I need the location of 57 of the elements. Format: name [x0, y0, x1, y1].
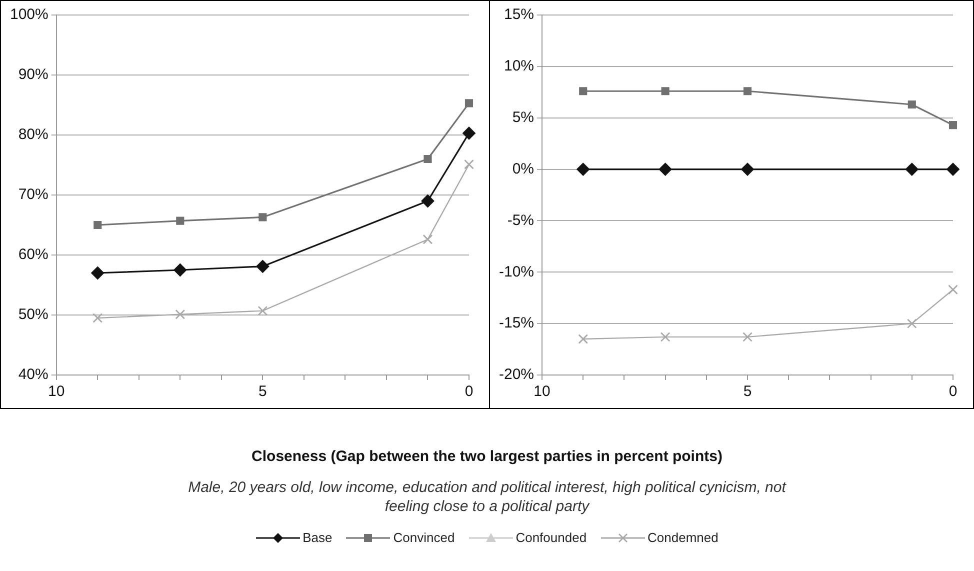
point [741, 162, 754, 176]
x-tick-label: 5 [743, 383, 752, 400]
point [174, 264, 187, 276]
y-tick-label: 15% [504, 6, 534, 24]
point [576, 162, 590, 176]
y-tick-label: 80% [18, 126, 48, 144]
x-axis-title: Closeness (Gap between the two largest parties in percent points) [250, 448, 724, 465]
point [661, 87, 670, 96]
point [948, 121, 958, 130]
y-tick-label: 70% [18, 186, 48, 204]
point [660, 332, 670, 342]
point [946, 162, 960, 176]
point [462, 126, 476, 140]
y-tick-label: 60% [18, 246, 48, 264]
legend-label: Condemned [648, 530, 718, 545]
legend-label: Convinced [393, 530, 455, 545]
legend-label: Confounded [516, 530, 587, 545]
y-tick-label: -20% [498, 366, 534, 384]
y-tick-label: -10% [498, 263, 534, 280]
point [948, 284, 958, 295]
point [579, 87, 588, 96]
point [176, 216, 184, 225]
point [742, 332, 752, 342]
point [905, 162, 918, 176]
y-tick-label: -15% [498, 314, 534, 332]
point [256, 260, 270, 273]
point [94, 220, 102, 230]
point [92, 313, 103, 323]
y-tick-label: 90% [18, 66, 48, 84]
x-tick-label: 0 [464, 383, 474, 400]
point [464, 159, 474, 170]
y-tick-label: 5% [512, 109, 534, 126]
y-tick-label: 10% [504, 58, 534, 75]
legend-label: Base [302, 530, 332, 545]
y-tick-label: 40% [18, 366, 48, 384]
point [464, 99, 474, 108]
point [258, 306, 268, 316]
point [906, 318, 917, 329]
point [258, 213, 267, 222]
text: Male, 20 years old, low income, education and political interest, high political cynicism, not feeling close to a political party [187, 478, 788, 516]
point [421, 194, 434, 208]
x-tick-label: 10 [534, 383, 550, 400]
x-tick-label: 0 [948, 383, 958, 400]
y-tick-label: 50% [18, 306, 48, 324]
point [743, 87, 752, 96]
point [908, 100, 916, 109]
y-tick-label: 0% [512, 160, 534, 178]
x-tick-label: 5 [258, 383, 267, 400]
y-tick-label: -5% [507, 212, 534, 229]
point [422, 234, 433, 244]
point [658, 162, 672, 176]
point [91, 266, 104, 280]
point [175, 309, 186, 320]
point [578, 334, 588, 344]
x-tick-label: 10 [48, 383, 65, 400]
y-tick-label: 100% [10, 6, 48, 24]
point [424, 154, 432, 164]
